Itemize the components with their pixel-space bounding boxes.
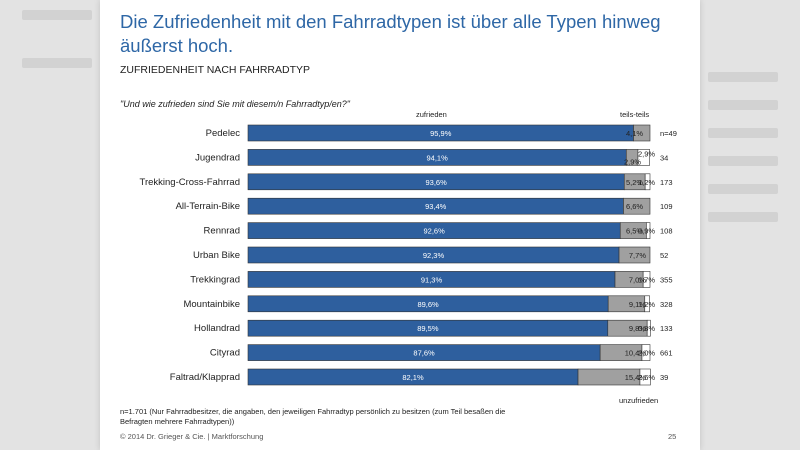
data-label-zufrieden: 95,9% [430,129,452,138]
data-label-unzufrieden: 0,8% [638,324,655,333]
legend-teils-teils: teils-teils [620,110,650,119]
data-label-unzufrieden: 1,2% [638,300,655,309]
sample-size-label: 173 [660,178,673,187]
data-label-unzufrieden: 1,2% [638,178,655,187]
sample-size-label: 52 [660,251,668,260]
data-label-zufrieden: 82,1% [402,373,424,382]
data-label-unzufrieden: 2,0% [638,349,655,358]
data-label-zufrieden: 93,6% [425,178,447,187]
bar-unzufrieden [637,149,650,166]
background-strip [708,212,778,222]
sample-size-label: 355 [660,275,673,284]
legend-zufrieden: zufrieden [416,110,447,119]
background-strip [708,72,778,82]
bar-unzufrieden [642,271,651,288]
data-label-unzufrieden: 0,9% [638,227,655,236]
data-label-teils-teils: 4,1% [626,129,643,138]
data-label-teils-teils: 6,6% [626,202,643,211]
data-label-teils-teils: 10,4% [625,349,647,358]
category-label: Faltrad/Klapprad [170,372,240,383]
data-label-unzufrieden: 1,7% [638,275,655,284]
category-label: All-Terrain-Bike [176,201,240,212]
bar-unzufrieden [644,295,650,313]
sample-size-label: n=49 [660,129,677,138]
sample-size-label: 39 [660,373,668,382]
bar-unzufrieden [641,344,651,361]
sample-size-label: 34 [660,153,668,162]
data-label-zufrieden: 87,6% [413,349,435,358]
background-strip [708,100,778,110]
category-label: Pedelec [206,128,241,139]
category-label: Urban Bike [193,250,240,261]
data-label-teils-teils: 2,9% [624,157,641,166]
background-strip [22,58,92,68]
data-label-teils-teils: 7,7% [629,251,646,260]
copyright: © 2014 Dr. Grieger & Cie. | Marktforschu… [120,432,264,441]
sample-size-label: 661 [660,349,673,358]
category-label: Cityrad [210,348,240,359]
sample-size-label: 109 [660,202,673,211]
slide-subtitle: ZUFRIEDENHEIT NACH FAHRRADTYP [120,64,310,76]
data-label-teils-teils: 6,5% [626,227,643,236]
data-label-zufrieden: 93,4% [425,202,447,211]
sample-size-label: 133 [660,324,673,333]
background-strip [708,156,778,166]
category-label: Hollandrad [194,323,240,334]
data-label-teils-teils: 7,0% [629,275,646,284]
data-label-teils-teils: 9,1% [629,300,646,309]
data-label-zufrieden: 91,3% [421,275,443,284]
category-label: Jugendrad [195,152,240,163]
bar-teils-teils [618,246,651,264]
category-label: Trekking-Cross-Fahrrad [140,177,240,188]
sample-size-label: 328 [660,300,673,309]
survey-question: "Und wie zufrieden sind Sie mit diesem/n… [120,99,351,109]
slide-title: Die Zufriedenheit mit den Fahrradtypen i… [120,11,661,56]
background-strip [22,10,92,20]
bar-teils-teils [633,124,651,142]
data-label-teils-teils: 9,8% [629,324,646,333]
background-strip [708,184,778,194]
legend-unzufrieden: unzufrieden [619,396,659,405]
data-label-unzufrieden: 2,9% [638,149,655,158]
footnote: n=1.701 (Nur Fahrradbesitzer, die angabe… [120,407,506,426]
sample-size-label: 108 [660,227,673,236]
page-number: 25 [668,432,677,441]
data-label-teils-teils: 15,4% [625,373,647,382]
data-label-unzufrieden: 2,6% [638,373,655,382]
slide: Die Zufriedenheit mit den Fahrradtypen i… [100,0,700,450]
bar-unzufrieden [639,368,651,386]
bar-unzufrieden [646,222,651,239]
data-label-teils-teils: 5,2% [626,178,643,187]
bar-unzufrieden [646,319,651,337]
data-label-zufrieden: 89,6% [417,300,439,309]
data-label-zufrieden: 92,3% [423,251,445,260]
background-strip [708,128,778,138]
data-label-zufrieden: 92,6% [423,227,445,236]
category-label: Rennrad [204,226,240,237]
data-label-zufrieden: 89,5% [417,324,439,333]
data-label-zufrieden: 94,1% [427,153,449,162]
bar-teils-teils [623,197,651,215]
category-label: Trekkingrad [190,274,240,285]
category-label: Mountainbike [183,299,240,310]
bar-unzufrieden [644,173,651,191]
